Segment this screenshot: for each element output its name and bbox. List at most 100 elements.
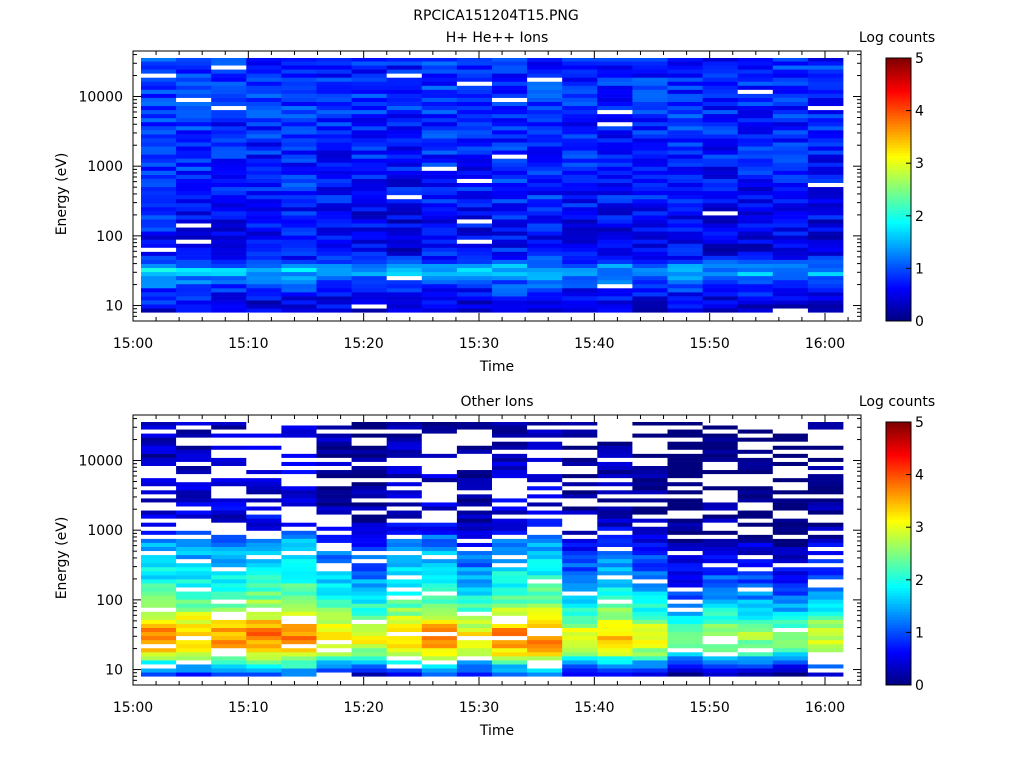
heatmap-cell: [211, 647, 247, 653]
heatmap-cell: [597, 251, 633, 256]
colorbar-segment: [886, 656, 911, 660]
heatmap-cell: [772, 530, 809, 535]
heatmap-cell: [562, 113, 598, 119]
heatmap-cell: [527, 219, 563, 224]
heatmap-cell: [141, 522, 177, 527]
y-tick-label: 10000: [78, 454, 123, 470]
heatmap-cell: [597, 287, 633, 293]
heatmap-cell: [281, 121, 317, 127]
heatmap-cell: [176, 296, 212, 301]
heatmap-cell: [667, 69, 703, 74]
heatmap-cell: [456, 162, 493, 167]
heatmap-cell: [492, 643, 528, 649]
heatmap-cell: [702, 599, 739, 604]
heatmap-cell: [386, 498, 423, 503]
heatmap-cell: [456, 271, 493, 277]
heatmap-cell: [456, 174, 493, 179]
heatmap-cell: [737, 150, 774, 155]
heatmap-cell: [702, 639, 739, 645]
heatmap-cell: [527, 109, 563, 115]
heatmap-cell: [667, 215, 703, 220]
heatmap-cell: [737, 550, 774, 556]
heatmap-cell: [527, 664, 563, 669]
colorbar-segment: [886, 213, 911, 217]
heatmap-cell: [737, 255, 774, 260]
colorbar-segment: [886, 260, 911, 264]
heatmap-cell: [597, 672, 633, 677]
heatmap-cell: [176, 647, 212, 653]
heatmap-cell: [667, 494, 703, 499]
heatmap-cell: [176, 174, 212, 179]
heatmap-cell: [281, 166, 317, 171]
heatmap-cell: [421, 247, 458, 252]
heatmap-cell: [386, 69, 423, 74]
heatmap-cell: [527, 130, 563, 135]
heatmap-cell: [316, 570, 352, 576]
heatmap-cell: [737, 647, 774, 653]
heatmap-cell: [316, 206, 352, 212]
heatmap-cell: [807, 627, 844, 633]
heatmap-cell: [702, 182, 739, 188]
heatmap-cell: [702, 672, 739, 677]
heatmap-cell: [737, 566, 774, 572]
heatmap-cell: [772, 453, 809, 458]
heatmap-cell: [702, 206, 739, 212]
heatmap-cell: [281, 231, 317, 236]
heatmap-cell: [527, 465, 563, 471]
heatmap-cell: [211, 558, 247, 564]
heatmap-cell: [456, 121, 493, 127]
heatmap-cell: [281, 502, 317, 507]
heatmap-cell: [527, 607, 563, 612]
heatmap-cell: [456, 170, 493, 175]
heatmap-cell: [702, 296, 739, 301]
heatmap-cell: [176, 538, 212, 543]
heatmap-cell: [702, 481, 739, 487]
x-tick-label: 15:50: [689, 700, 729, 716]
heatmap-cell: [737, 481, 774, 487]
heatmap-cell: [492, 283, 528, 289]
heatmap-cell: [176, 445, 212, 450]
heatmap-cell: [211, 271, 247, 277]
heatmap-cell: [421, 575, 458, 580]
heatmap-cell: [281, 117, 317, 123]
heatmap-cell: [807, 465, 844, 471]
heatmap-cell: [562, 599, 598, 604]
heatmap-cell: [702, 243, 739, 248]
colorbar-segment: [886, 558, 911, 562]
colorbar-segment: [886, 424, 911, 428]
heatmap-cell: [702, 437, 739, 442]
heatmap-cell: [456, 190, 493, 196]
heatmap-cell: [492, 182, 528, 188]
colorbar-segment: [886, 176, 911, 180]
colorbar-segment: [886, 635, 911, 639]
heatmap-cell: [456, 97, 493, 102]
heatmap-cell: [772, 142, 809, 147]
heatmap-cell: [386, 510, 423, 515]
heatmap-cell: [772, 247, 809, 252]
colorbar-segment: [886, 265, 911, 269]
heatmap-cell: [667, 162, 703, 167]
heatmap-cell: [527, 227, 563, 232]
heatmap-cell: [281, 77, 317, 82]
heatmap-cell: [527, 445, 563, 450]
heatmap-cell: [246, 587, 282, 592]
heatmap-cell: [667, 271, 703, 277]
heatmap-cell: [246, 308, 282, 313]
heatmap-cell: [807, 643, 844, 649]
heatmap-cell: [246, 251, 282, 256]
heatmap-cell: [702, 502, 739, 507]
heatmap-cell: [702, 113, 739, 119]
heatmap-cell: [772, 506, 809, 511]
heatmap-cell: [597, 146, 633, 151]
heatmap-cell: [421, 518, 458, 523]
heatmap-cell: [141, 223, 177, 228]
heatmap-cell: [562, 206, 598, 212]
heatmap-cell: [141, 162, 177, 167]
heatmap-cell: [632, 619, 668, 624]
heatmap-cell: [351, 445, 388, 450]
y-tick-label: 10000: [78, 90, 123, 106]
heatmap-cell: [562, 251, 598, 256]
heatmap-cell: [632, 211, 668, 216]
heatmap-cell: [772, 77, 809, 82]
colorbar-segment: [886, 197, 911, 201]
